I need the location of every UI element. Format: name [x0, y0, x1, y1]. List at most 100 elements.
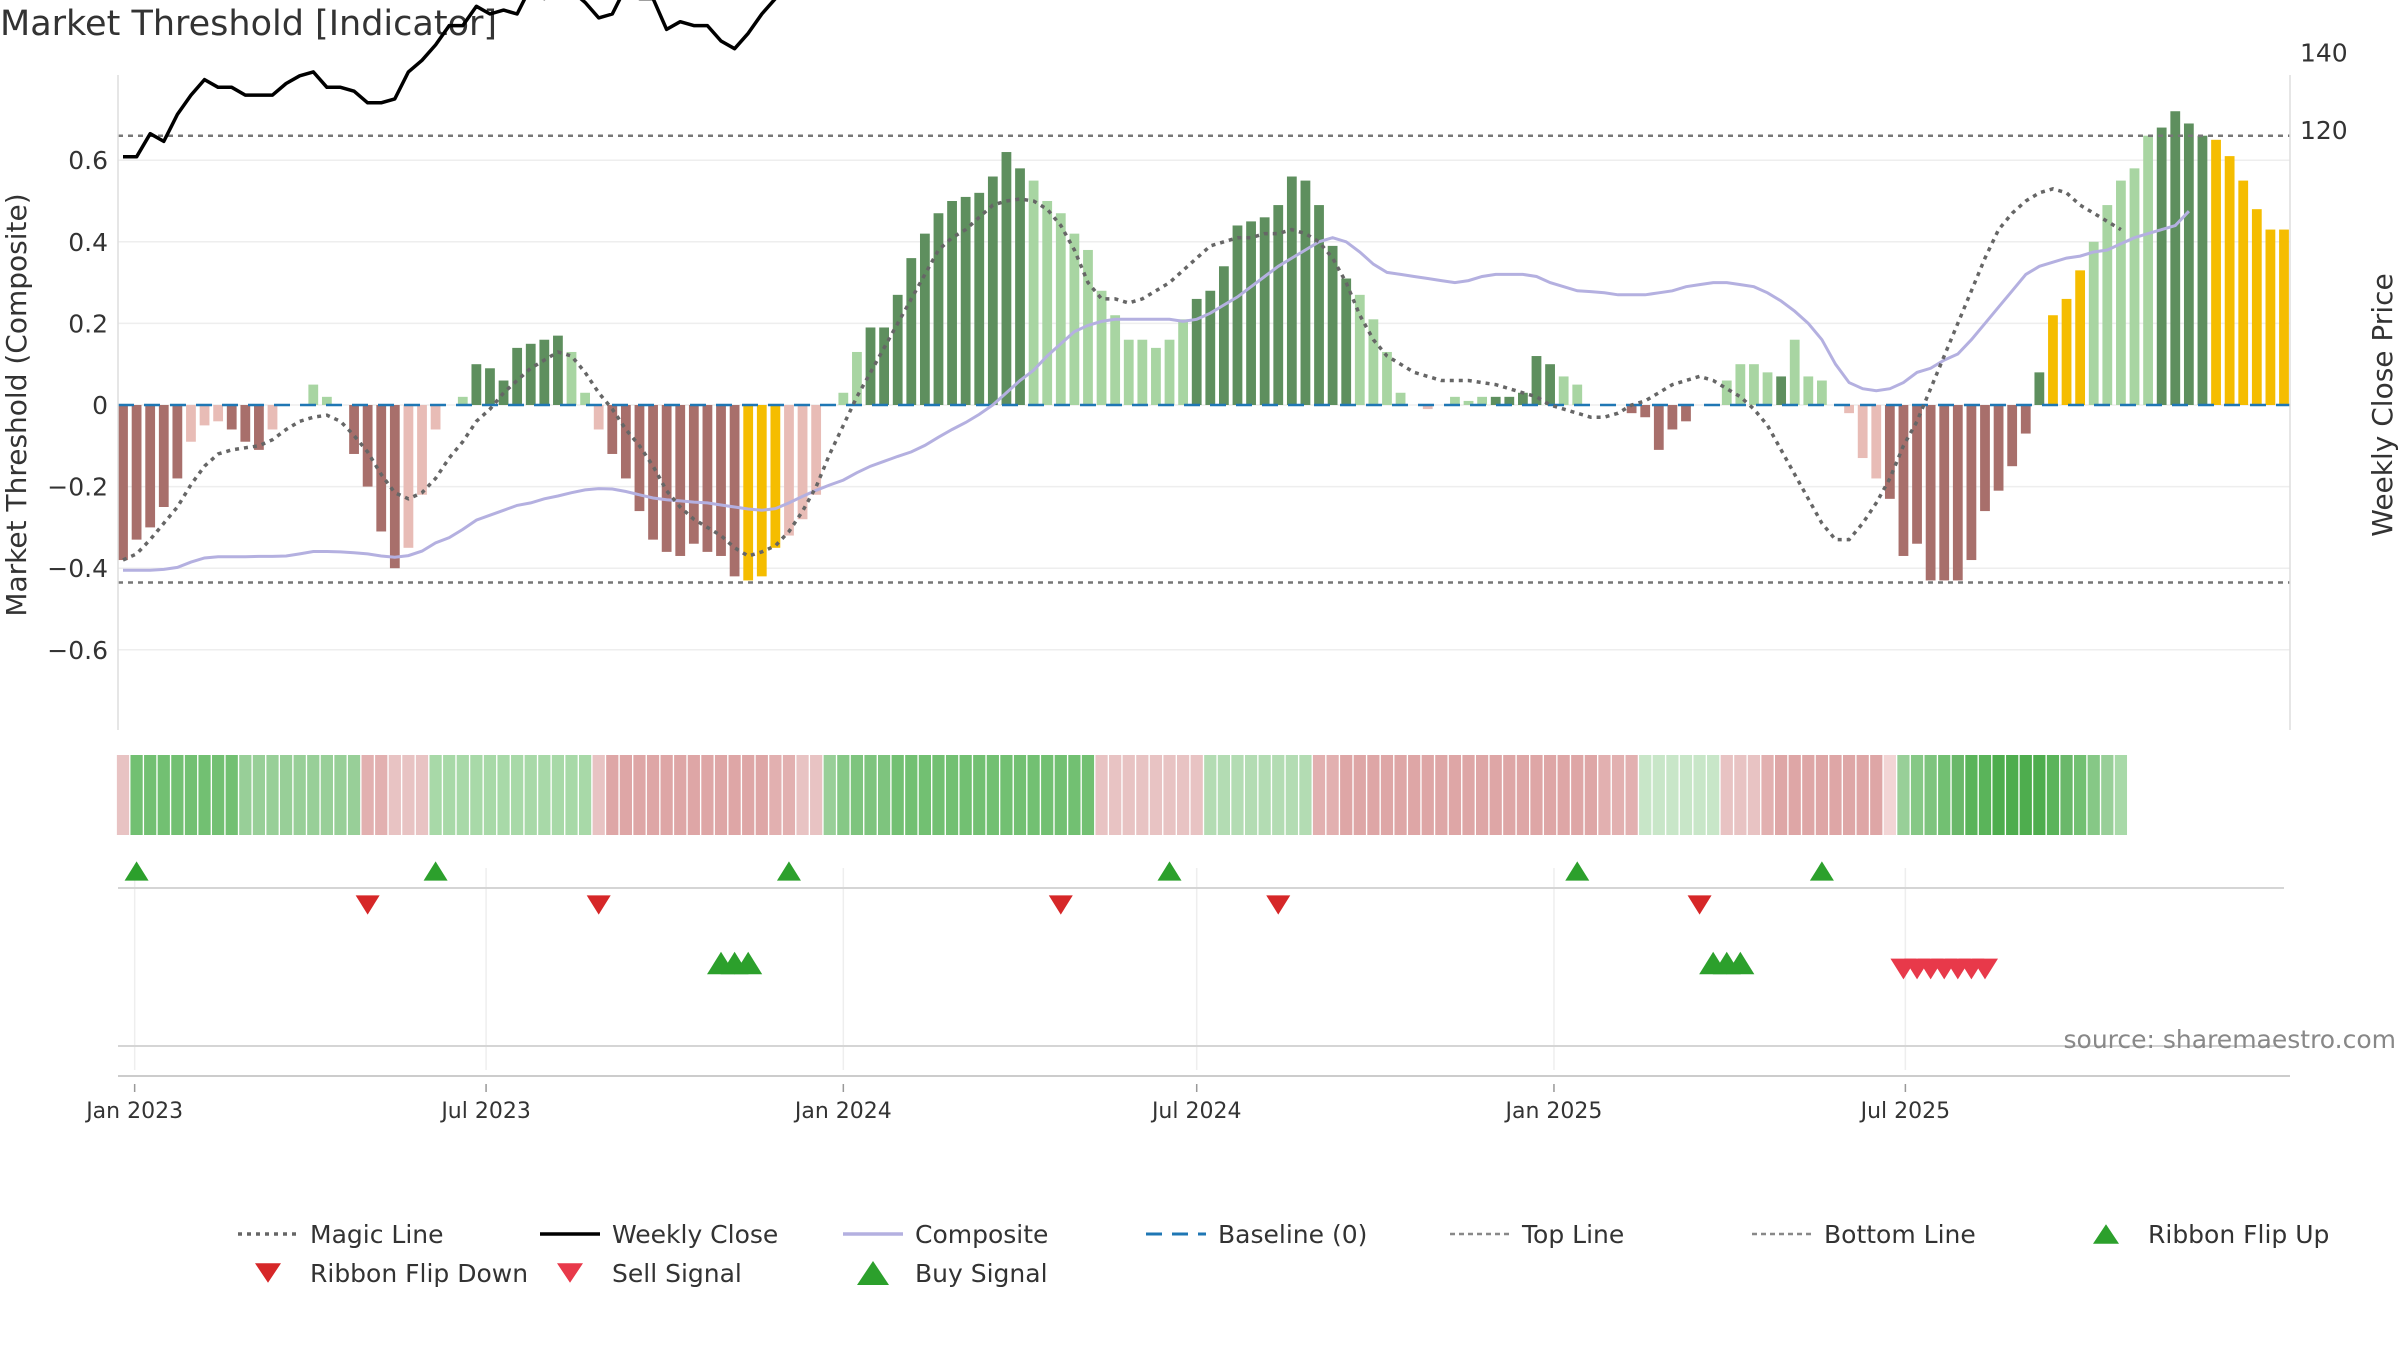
composite-bar — [2211, 139, 2221, 406]
ribbon-cell — [891, 755, 904, 835]
ribbon-cell — [1176, 755, 1190, 835]
composite-bar — [1273, 205, 1284, 405]
composite-bar — [879, 327, 889, 405]
ribbon-cell — [2033, 755, 2046, 835]
composite-bar — [1232, 225, 1243, 405]
composite-bar — [811, 405, 822, 495]
composite-bar — [1341, 278, 1352, 405]
composite-bar — [1912, 405, 1922, 544]
ribbon-cell — [429, 755, 442, 835]
legend-item-composite-label: Composite — [915, 1220, 1048, 1249]
composite-bar — [960, 196, 971, 405]
ribbon-cell — [810, 755, 823, 835]
ribbon-cell — [1802, 755, 1815, 835]
composite-bar — [1762, 372, 1773, 405]
ribbon-cell — [1476, 755, 1489, 835]
composite-bar — [403, 405, 414, 548]
ribbon-cell — [1258, 755, 1271, 835]
ribbon-cell — [701, 755, 714, 835]
composite-bar — [349, 405, 359, 454]
ribbon-cell — [1788, 755, 1801, 835]
composite-bar — [1422, 405, 1433, 410]
composite-bar — [389, 405, 400, 569]
legend: Magic Line Weekly Close Composite Baseline … — [238, 1220, 2329, 1288]
ribbon-cell — [1530, 755, 1543, 835]
ribbon-strip — [116, 755, 2128, 835]
composite-bar — [430, 405, 441, 430]
composite-bar — [213, 405, 224, 422]
ribbon-cell — [361, 755, 374, 835]
ribbon-flip-down-marker — [586, 895, 611, 915]
composite-bar — [607, 405, 618, 454]
lines-layer — [118, 0, 2290, 584]
ribbon-cell — [252, 755, 266, 835]
ribbon-cell — [2114, 755, 2128, 835]
composite-bar — [1681, 405, 1691, 422]
legend-item-ribbon-flip-up-label: Ribbon Flip Up — [2148, 1220, 2329, 1249]
ribbon-cell — [1938, 755, 1951, 835]
ribbon-cell — [565, 755, 578, 835]
ribbon-cell — [2087, 755, 2100, 835]
composite-bar — [2048, 315, 2058, 405]
ribbon-cell — [1543, 755, 1557, 835]
ribbon-cell — [1598, 755, 1611, 835]
ribbon-cell — [687, 755, 700, 835]
composite-bar — [2129, 168, 2140, 405]
ribbon-cell — [945, 755, 959, 835]
ribbon-cell — [714, 755, 728, 835]
ribbon-cell — [279, 755, 293, 835]
ribbon-cell — [1965, 755, 1978, 835]
composite-bar — [2251, 209, 2262, 405]
ribbon-flip-up-marker — [1809, 861, 1834, 881]
ribbon-flip-up-marker — [1157, 861, 1182, 881]
ribbon-cell — [2046, 755, 2060, 835]
composite-bar — [688, 405, 699, 544]
composite-bar — [1966, 405, 1977, 561]
ribbon-cell — [1081, 755, 1095, 835]
composite-bar — [1028, 180, 1039, 405]
ribbon-cell — [1666, 755, 1679, 835]
ribbon-cell — [1027, 755, 1040, 835]
legend-item-ribbon-flip-down-swatch — [255, 1263, 281, 1283]
composite-bar — [376, 405, 387, 532]
ribbon-cell — [823, 755, 836, 835]
composite-bar — [1653, 405, 1664, 450]
composite-bar — [1354, 294, 1365, 405]
ribbon-flip-down-marker — [1048, 895, 1073, 915]
y-tick-label: −0.6 — [47, 636, 108, 665]
ribbon-cell — [1842, 755, 1856, 835]
ribbon-cell — [511, 755, 524, 835]
composite-bar — [892, 294, 903, 405]
composite-bar — [512, 347, 523, 405]
ribbon-cell — [578, 755, 592, 835]
ribbon-cell — [1910, 755, 1924, 835]
legend-item-magic-line-label: Magic Line — [310, 1220, 444, 1249]
composite-bar — [417, 405, 427, 495]
ribbon-cell — [742, 755, 755, 835]
ribbon-cell — [1163, 755, 1176, 835]
ribbon-cell — [1503, 755, 1516, 835]
composite-bar — [865, 327, 876, 405]
ribbon-cell — [212, 755, 225, 835]
ribbon-cell — [1013, 755, 1027, 835]
composite-bar — [1939, 405, 1950, 581]
composite-bar — [2102, 205, 2113, 405]
composite-bar — [1450, 396, 1460, 405]
legend-item-buy-signal-label: Buy Signal — [915, 1259, 1048, 1288]
composite-bar — [974, 192, 985, 405]
composite-bar — [1749, 364, 1759, 405]
ribbon-cell — [171, 755, 184, 835]
ribbon-cell — [1992, 755, 2005, 835]
composite-bar — [797, 405, 808, 520]
x-tick-label: Jan 2023 — [84, 1099, 183, 1124]
composite-bar — [308, 384, 319, 405]
composite-bar — [553, 335, 563, 405]
ribbon-cell — [1285, 755, 1298, 835]
composite-bar — [1463, 400, 1474, 405]
composite-bar — [1667, 405, 1678, 430]
ribbon-cell — [1625, 755, 1638, 835]
composite-bar — [145, 405, 156, 528]
ribbon-cell — [769, 755, 782, 835]
ribbon-cell — [1068, 755, 1081, 835]
ribbon-cell — [307, 755, 320, 835]
